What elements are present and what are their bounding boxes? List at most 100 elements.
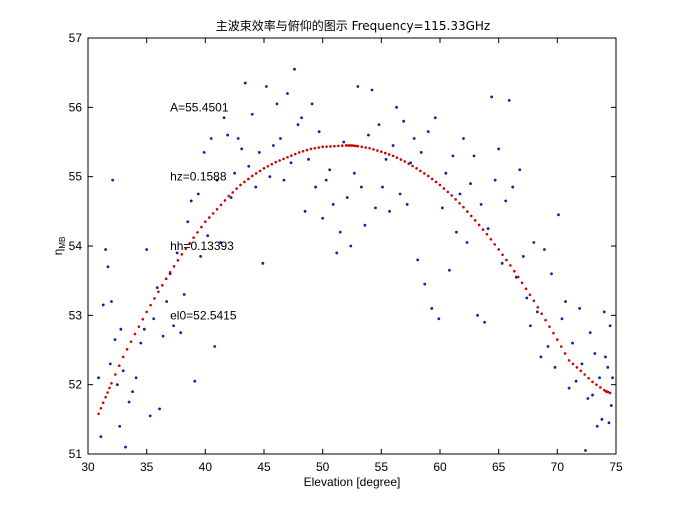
measurement-point	[521, 255, 525, 258]
fit-curve-point	[438, 183, 442, 187]
fit-curve-point	[239, 183, 242, 187]
measurement-point	[493, 178, 497, 182]
measurement-point	[584, 449, 587, 452]
x-axis: 30 35 40 45 50 55 60 65 70 75	[81, 38, 623, 474]
measurement-point	[275, 102, 279, 106]
measurement-point	[328, 168, 332, 172]
measurement-point	[374, 206, 377, 210]
measurement-point	[243, 81, 247, 85]
measurement-point	[236, 137, 240, 140]
measurement-point	[229, 196, 233, 199]
measurement-point	[514, 275, 518, 279]
fit-curve-point	[176, 259, 180, 262]
fit-curve-point	[149, 303, 152, 307]
measurement-point	[497, 147, 501, 151]
fit-curve-point	[442, 187, 446, 190]
fit-curve-point	[493, 243, 497, 246]
fit-curve-point	[235, 187, 238, 190]
fit-curve-point	[434, 180, 438, 184]
y-tick-label: 53	[69, 308, 83, 322]
fit-curve-point	[223, 199, 227, 202]
measurement-point	[240, 147, 244, 151]
x-tick-label: 75	[609, 460, 623, 474]
measurement-point	[317, 130, 321, 134]
fit-curve-point	[376, 149, 379, 152]
fit-curve-point	[231, 191, 235, 194]
measurement-point	[349, 244, 353, 248]
measurement-point	[462, 137, 465, 140]
fit-curve-point	[278, 159, 281, 162]
measurement-point	[148, 414, 152, 418]
fit-curve-point	[395, 156, 399, 160]
fit-curve-point	[591, 380, 594, 384]
measurement-point	[458, 192, 462, 196]
fit-curve-point	[321, 145, 324, 149]
fit-curve-point	[172, 265, 176, 268]
measurement-point	[532, 241, 536, 244]
fit-curve-point	[145, 310, 148, 314]
fit-curve-point	[604, 389, 608, 393]
fit-curve-point	[293, 152, 297, 156]
fit-curve-point	[211, 212, 215, 215]
measurement-point	[165, 300, 169, 303]
measurement-point	[444, 171, 448, 175]
fit-curve-point	[270, 162, 274, 166]
fit-curve-point	[473, 219, 477, 222]
x-tick-label: 60	[433, 460, 447, 474]
fit-curve-point	[219, 203, 223, 207]
x-tick-label: 30	[81, 460, 95, 474]
measurement-point	[608, 324, 612, 328]
measurement-point	[199, 255, 203, 258]
measurement-point	[377, 123, 381, 127]
fit-curve-point	[509, 264, 512, 267]
fit-curve-point	[250, 174, 254, 178]
measurement-point	[222, 116, 226, 120]
fit-curve-point	[101, 401, 105, 404]
fit-curve-point	[282, 157, 285, 161]
fit-curve-point	[489, 237, 493, 241]
fit-curve-point	[360, 145, 364, 149]
fit-curve-point	[497, 248, 500, 251]
fit-curve-point	[215, 207, 219, 211]
measurement-point	[483, 320, 486, 324]
measurement-point	[543, 248, 546, 251]
measurement-point	[455, 230, 458, 234]
fit-curve-point	[258, 169, 262, 173]
measurement-point	[233, 171, 237, 175]
measurement-point	[118, 424, 122, 428]
measurement-point	[215, 178, 219, 182]
measurement-point	[528, 324, 532, 328]
measurement-point	[426, 130, 430, 134]
fit-parameter-label: A=55.4501	[170, 100, 229, 114]
measurement-point	[367, 133, 370, 137]
fit-curve-point	[595, 383, 598, 386]
fit-curve-point	[200, 225, 203, 229]
measurement-point	[423, 282, 427, 286]
measurement-point	[247, 164, 251, 168]
measurement-point	[500, 261, 504, 265]
fit-curve-point	[290, 154, 293, 157]
measurement-point	[307, 157, 310, 161]
fit-curve-point	[540, 312, 543, 316]
measurement-point	[152, 317, 156, 321]
measurement-point	[282, 178, 286, 182]
fit-curve-point	[344, 144, 348, 147]
measurement-point	[213, 345, 217, 348]
measurement-point	[206, 234, 210, 238]
fit-curve-point	[583, 373, 587, 376]
x-axis-label: Elevation [degree]	[304, 475, 401, 489]
fit-curve-point	[114, 373, 117, 376]
fit-curve-point	[125, 348, 129, 351]
measurement-point	[598, 376, 601, 380]
fit-curve-point	[325, 145, 328, 148]
measurement-point	[607, 421, 611, 425]
x-tick-label: 65	[492, 460, 506, 474]
measurement-point	[398, 192, 402, 196]
fit-curve-point	[528, 293, 532, 297]
measurement-point	[504, 199, 508, 203]
measurement-point	[139, 341, 143, 345]
measurement-point	[518, 168, 522, 172]
fit-curve-point	[579, 369, 583, 373]
fit-curve-point	[247, 177, 250, 181]
